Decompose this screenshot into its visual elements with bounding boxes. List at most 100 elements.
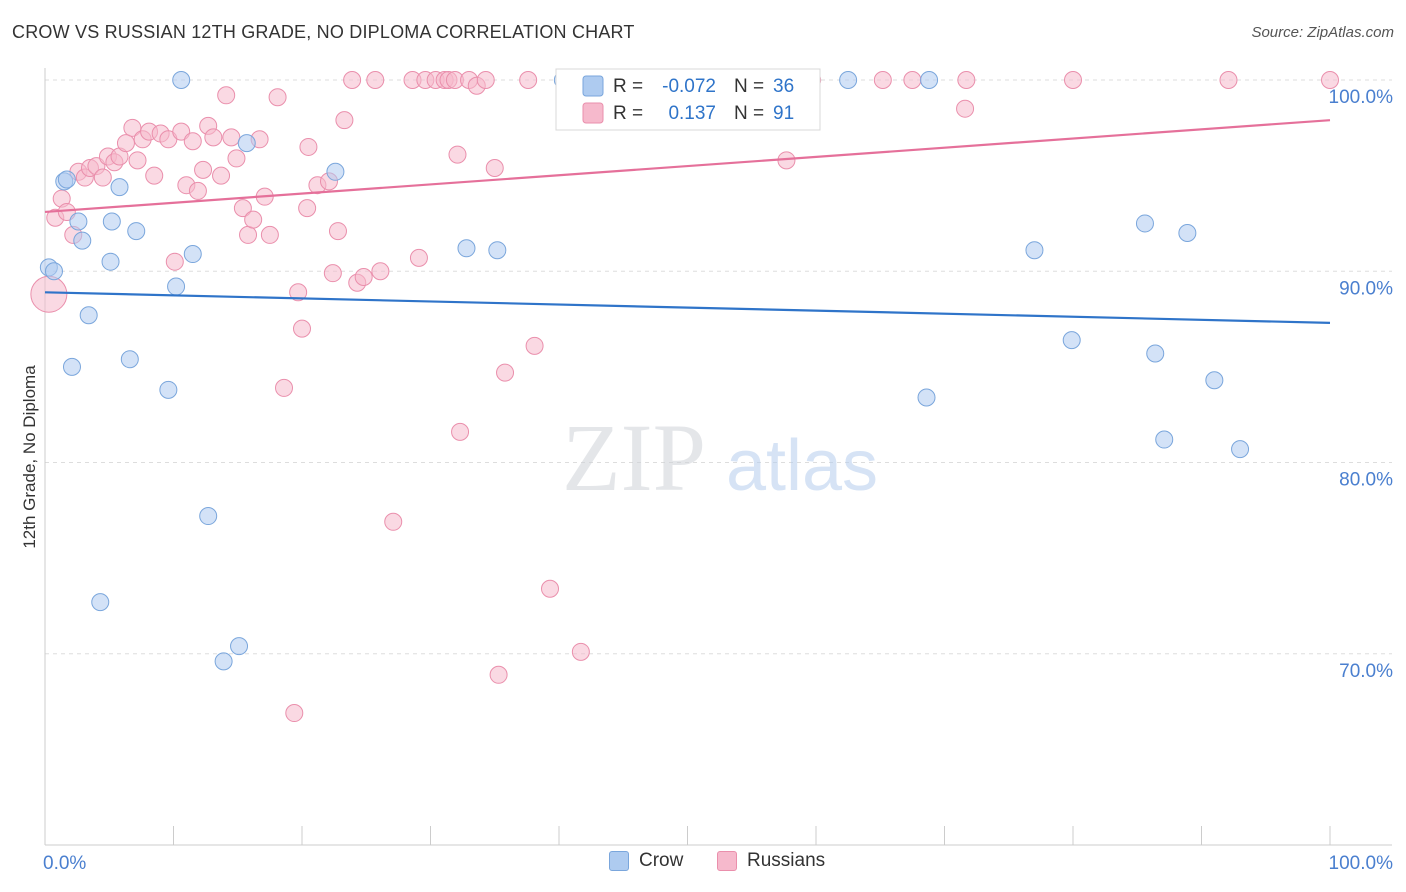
crow-point-36 <box>1205 371 1224 390</box>
legend-crow-n-value: 36 <box>773 76 794 97</box>
russians-point-26 <box>194 160 213 179</box>
legend-crow-label: Crow <box>639 850 684 871</box>
russians-point-65 <box>448 145 467 164</box>
russians-point-15 <box>128 151 147 170</box>
legend-crow-r-value: -0.072 <box>662 76 716 97</box>
russians-point-39 <box>268 88 287 107</box>
crow-point-3 <box>57 170 76 189</box>
russians-point-86 <box>1064 71 1082 89</box>
russians-point-53 <box>354 267 373 286</box>
crow-point-17 <box>183 245 202 264</box>
russians-point-29 <box>212 166 231 185</box>
russians-point-83 <box>903 71 922 89</box>
y-tick-label-2: 80.0% <box>1339 470 1393 491</box>
x-tick-label-min: 0.0% <box>43 853 86 874</box>
russians-point-14 <box>123 118 142 137</box>
legend-item-russians[interactable]: Russians <box>717 850 825 872</box>
crow-point-32 <box>1135 214 1154 233</box>
crow-point-22 <box>326 162 345 181</box>
russians-point-69 <box>485 158 504 177</box>
x-tick-label-max: 100.0% <box>1329 853 1394 874</box>
crow-point-15 <box>167 277 186 296</box>
russians-point-33 <box>233 199 252 218</box>
russians-point-44 <box>299 137 318 156</box>
russians-swatch <box>717 851 737 871</box>
crow-points <box>39 71 1250 671</box>
legend-item-crow[interactable]: Crow <box>609 850 683 872</box>
legend-russians-n-label: N = <box>734 103 764 124</box>
russians-point-71 <box>496 363 515 382</box>
y-axis-label: 12th Grade, No Diploma <box>20 365 39 549</box>
legend-crow-n-label: N = <box>734 76 764 97</box>
russians-point-28 <box>204 128 223 147</box>
russians-point-25 <box>188 181 207 200</box>
russians-point-13 <box>116 134 135 153</box>
legend-russians-n-value: 91 <box>773 103 794 124</box>
watermark: ZIP atlas <box>562 404 878 511</box>
source-label: Source: ZipAtlas.com <box>1251 24 1394 41</box>
axes <box>44 68 1392 846</box>
russians-point-24 <box>183 132 202 151</box>
russians-point-70 <box>489 665 508 684</box>
russians-point-75 <box>571 642 590 661</box>
russians-point-84 <box>957 71 976 89</box>
stats-legend: R = -0.072 N = 36 R = 0.137 N = 91 <box>555 68 821 131</box>
russians-point-34 <box>239 225 258 244</box>
crow-point-34 <box>1155 430 1174 449</box>
russians-trend-line <box>44 119 1331 214</box>
russians-point-35 <box>244 210 263 229</box>
x-tick-labels: 0.0% 100.0% <box>43 853 1393 874</box>
crow-point-31 <box>1062 331 1081 350</box>
russians-point-68 <box>476 71 495 89</box>
russians-point-74 <box>541 579 560 598</box>
russians-point-58 <box>409 248 428 267</box>
russians-point-88 <box>1321 71 1339 89</box>
crow-point-28 <box>920 71 939 89</box>
russians-points <box>30 71 1339 723</box>
y-tick-labels: 100.0% 90.0% 80.0% 70.0% <box>1329 87 1394 682</box>
y-tick-label-1: 90.0% <box>1339 278 1393 299</box>
russians-point-56 <box>384 512 403 531</box>
russians-point-49 <box>328 222 347 241</box>
legend-crow-swatch <box>582 75 604 97</box>
chart-title: CROW VS RUSSIAN 12TH GRADE, NO DIPLOMA C… <box>12 22 635 42</box>
russians-point-51 <box>343 71 362 89</box>
russians-point-73 <box>525 336 544 355</box>
crow-point-37 <box>1231 440 1250 459</box>
russians-point-45 <box>298 199 317 218</box>
legend-crow-r-label: R = <box>613 76 643 97</box>
russians-point-55 <box>371 262 390 281</box>
russians-point-9 <box>93 168 112 187</box>
crow-point-35 <box>1178 224 1197 242</box>
russians-point-87 <box>1219 71 1238 89</box>
russians-point-43 <box>293 319 311 338</box>
watermark-zip: ZIP <box>562 404 706 511</box>
russians-point-82 <box>873 71 892 89</box>
y-tick-label-0: 100.0% <box>1329 87 1394 108</box>
legend-russians-r-value: 0.137 <box>668 103 716 124</box>
russians-point-31 <box>222 128 241 147</box>
russians-point-85 <box>956 99 975 118</box>
legend-russians-swatch <box>582 102 604 124</box>
russians-point-48 <box>323 264 342 283</box>
crow-point-16 <box>172 71 191 89</box>
crow-point-14 <box>159 380 178 399</box>
russians-point-40 <box>275 378 294 397</box>
crow-point-24 <box>488 241 507 260</box>
crow-point-6 <box>73 231 92 250</box>
crow-swatch <box>609 851 629 871</box>
watermark-atlas: atlas <box>726 426 878 506</box>
russians-point-54 <box>366 71 385 89</box>
crow-point-18 <box>199 507 218 526</box>
crow-point-4 <box>62 357 81 376</box>
crow-point-12 <box>120 350 139 369</box>
crow-point-5 <box>69 212 88 231</box>
russians-point-18 <box>145 166 164 185</box>
y-tick-label-3: 70.0% <box>1339 661 1393 682</box>
gridlines <box>45 79 1392 655</box>
russians-point-50 <box>335 111 354 130</box>
crow-point-9 <box>101 252 120 271</box>
russians-point-42 <box>289 283 308 302</box>
legend-russians-label: Russians <box>747 850 826 871</box>
crow-point-7 <box>79 306 98 325</box>
